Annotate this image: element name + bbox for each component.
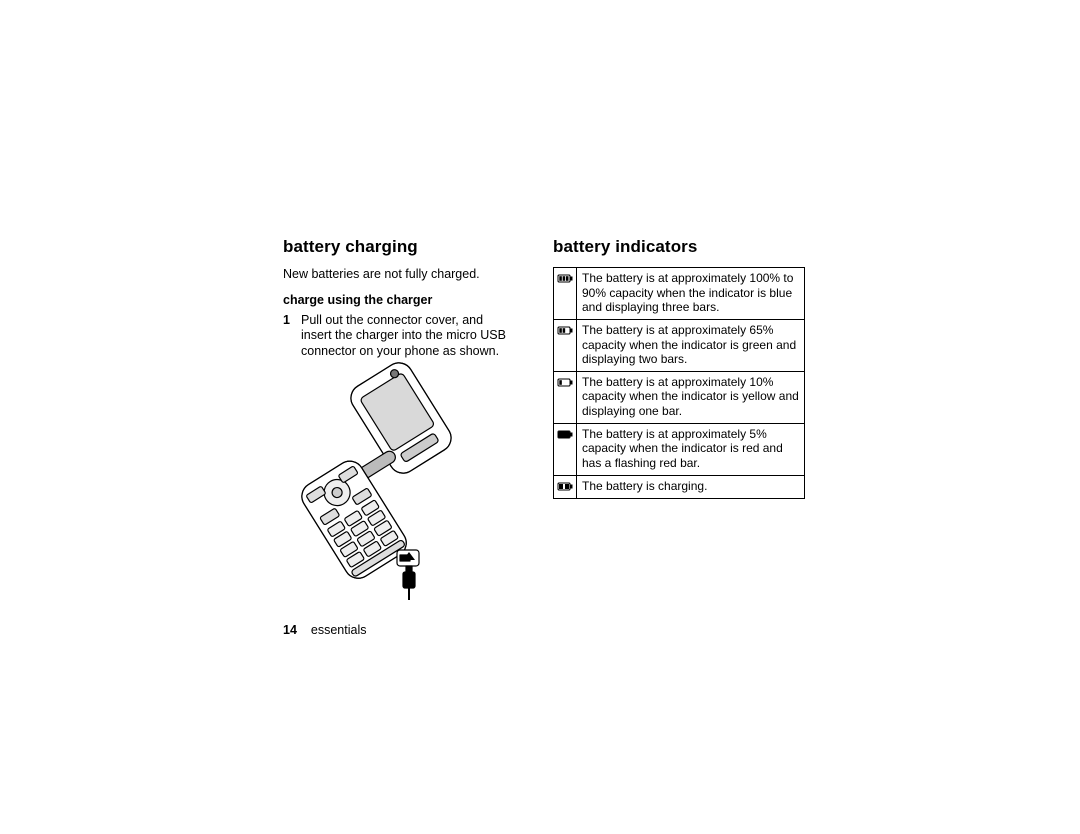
battery-level-icon [554,268,577,320]
battery-level-icon [554,319,577,371]
battery-level-icon [554,371,577,423]
heading-battery-indicators: battery indicators [553,237,805,257]
step-1: 1 Pull out the connector cover, and inse… [283,313,515,360]
left-column: battery charging New batteries are not f… [283,237,515,360]
table-row: The battery is charging. [554,475,805,499]
step-number: 1 [283,313,301,360]
manual-page: battery charging New batteries are not f… [0,0,1080,834]
right-column: battery indicators The battery is at app… [553,237,805,499]
section-label: essentials [311,623,367,637]
page-number: 14 [283,623,297,637]
battery-level-icon [554,423,577,475]
page-footer: 14 essentials [283,623,367,637]
indicator-description: The battery is at approximately 5% capac… [577,423,805,475]
table-row: The battery is at approximately 100% to … [554,268,805,320]
subheading-charge-using-charger: charge using the charger [283,293,515,307]
indicator-description: The battery is at approximately 100% to … [577,268,805,320]
table-row: The battery is at approximately 10% capa… [554,371,805,423]
intro-text: New batteries are not fully charged. [283,267,515,283]
indicator-description: The battery is charging. [577,475,805,499]
table-row: The battery is at approximately 65% capa… [554,319,805,371]
table-row: The battery is at approximately 5% capac… [554,423,805,475]
battery-level-icon [554,475,577,499]
indicator-description: The battery is at approximately 10% capa… [577,371,805,423]
heading-battery-charging: battery charging [283,237,515,257]
step-text: Pull out the connector cover, and insert… [301,313,515,360]
battery-indicators-table: The battery is at approximately 100% to … [553,267,805,499]
indicator-description: The battery is at approximately 65% capa… [577,319,805,371]
phone-illustration [299,360,504,600]
